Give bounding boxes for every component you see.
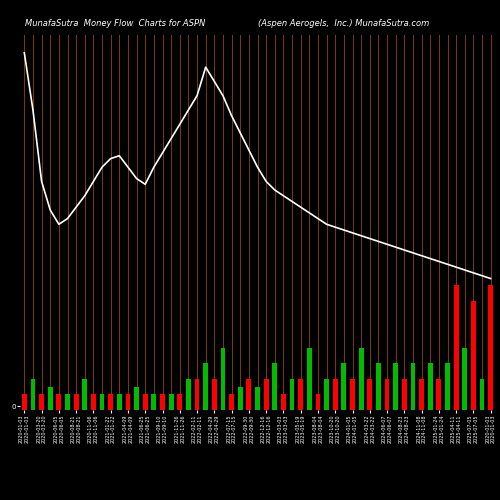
Bar <box>436 379 441 410</box>
Bar <box>39 394 44 410</box>
Bar <box>152 402 156 410</box>
Bar <box>126 394 130 410</box>
Text: MunafaSutra  Money Flow  Charts for ASPN: MunafaSutra Money Flow Charts for ASPN <box>25 18 205 28</box>
Bar <box>22 394 26 410</box>
Bar <box>152 394 156 410</box>
Bar <box>30 379 36 410</box>
Bar <box>74 394 78 410</box>
Bar <box>480 379 484 410</box>
Bar <box>186 379 191 410</box>
Bar <box>462 348 467 410</box>
Bar <box>117 402 121 410</box>
Bar <box>333 379 338 410</box>
Bar <box>238 386 242 410</box>
Bar <box>419 379 424 410</box>
Bar <box>65 394 70 410</box>
Bar <box>169 402 173 410</box>
Text: (Aspen Aerogels,  Inc.) MunafaSutra.com: (Aspen Aerogels, Inc.) MunafaSutra.com <box>258 18 429 28</box>
Bar <box>194 379 200 410</box>
Bar <box>48 386 52 410</box>
Bar <box>186 402 191 410</box>
Bar <box>204 363 208 410</box>
Bar <box>48 402 52 410</box>
Bar <box>134 386 139 410</box>
Bar <box>169 394 173 410</box>
Bar <box>82 379 87 410</box>
Bar <box>471 300 476 410</box>
Bar <box>65 402 70 410</box>
Bar <box>298 379 303 410</box>
Bar <box>30 402 36 410</box>
Bar <box>117 394 121 410</box>
Bar <box>402 379 406 410</box>
Bar <box>376 363 381 410</box>
Bar <box>220 348 226 410</box>
Bar <box>56 394 61 410</box>
Bar <box>108 394 113 410</box>
Bar <box>410 363 416 410</box>
Bar <box>134 402 139 410</box>
Bar <box>324 379 329 410</box>
Bar <box>316 394 320 410</box>
Bar <box>246 379 251 410</box>
Bar <box>350 379 355 410</box>
Bar <box>290 379 294 410</box>
Bar <box>82 402 87 410</box>
Bar <box>272 363 277 410</box>
Bar <box>229 394 234 410</box>
Bar <box>488 285 493 410</box>
Bar <box>307 348 312 410</box>
Bar <box>264 379 268 410</box>
Bar <box>100 402 104 410</box>
Bar <box>359 348 364 410</box>
Bar <box>384 379 390 410</box>
Bar <box>394 363 398 410</box>
Bar <box>160 394 165 410</box>
Bar <box>342 363 346 410</box>
Bar <box>100 394 104 410</box>
Bar <box>178 394 182 410</box>
Bar <box>428 363 432 410</box>
Bar <box>91 394 96 410</box>
Bar <box>212 379 216 410</box>
Bar <box>454 285 458 410</box>
Bar <box>368 379 372 410</box>
Bar <box>143 394 148 410</box>
Bar <box>255 386 260 410</box>
Bar <box>281 394 286 410</box>
Bar <box>445 363 450 410</box>
